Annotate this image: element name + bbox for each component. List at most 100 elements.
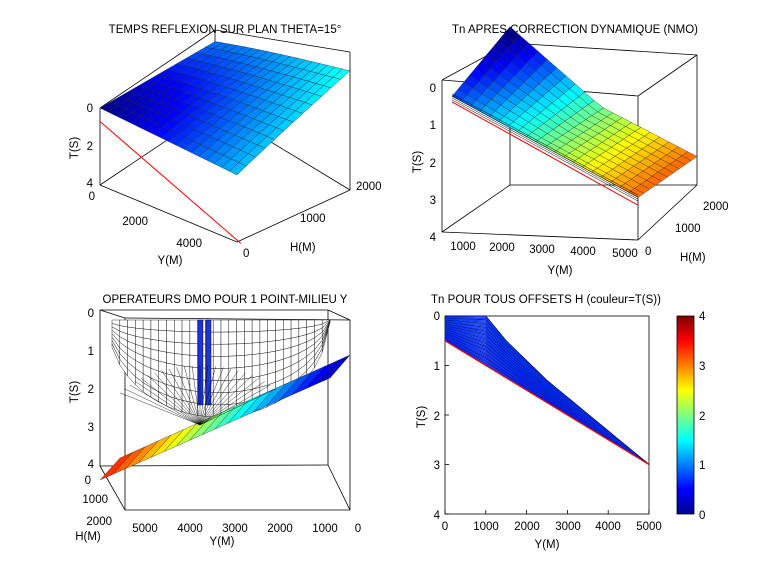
panel2-ztick-2: 2 bbox=[430, 158, 436, 170]
colorbar-tick-3: 3 bbox=[699, 361, 705, 373]
panel4-xtick-1: 1000 bbox=[473, 521, 499, 533]
panel2-ylabel: H(M) bbox=[680, 252, 706, 264]
dmo-mesh-patch bbox=[236, 366, 245, 380]
panel2-xlabel: Y(M) bbox=[548, 265, 573, 277]
dmo-mesh-patch bbox=[259, 330, 268, 343]
panel1-ztick-2: 4 bbox=[87, 178, 94, 190]
dmo-mesh-patch bbox=[189, 378, 198, 392]
dmo-spike bbox=[205, 319, 212, 406]
dmo-mesh-patch bbox=[127, 319, 136, 329]
colorbar-tick-2: 2 bbox=[699, 411, 705, 423]
dmo-mesh-patch bbox=[174, 342, 183, 355]
dmo-mesh-patch bbox=[213, 356, 222, 369]
dmo-mesh-patch bbox=[244, 319, 253, 332]
panel1-ylabel: H(M) bbox=[290, 242, 316, 254]
panel4-ytick-0: 0 bbox=[434, 311, 440, 323]
dmo-mesh-patch bbox=[267, 319, 276, 332]
panel2-ytick-1: 2000 bbox=[489, 242, 515, 254]
colorbar-tick-1: 1 bbox=[699, 460, 705, 472]
dmo-mesh-patch bbox=[174, 330, 183, 344]
dmo-mesh-patch bbox=[189, 354, 198, 368]
dmo-mesh-patch bbox=[158, 340, 167, 353]
panel3-ytick-3: 2000 bbox=[267, 523, 293, 535]
dmo-ray bbox=[154, 372, 201, 426]
panel4-xtick-2: 2000 bbox=[514, 521, 540, 533]
dmo-ray bbox=[135, 381, 201, 426]
panel3-xlabel: Y(M) bbox=[210, 536, 235, 548]
panel3-htick-0: 0 bbox=[85, 475, 91, 487]
dmo-mesh-patch bbox=[166, 330, 175, 343]
offset-curve bbox=[451, 97, 639, 200]
dmo-mesh-patch bbox=[213, 368, 222, 381]
dmo-mesh-patch bbox=[174, 353, 183, 367]
panel4-xtick-4: 4000 bbox=[595, 521, 621, 533]
dmo-mesh-patch bbox=[236, 343, 245, 357]
dmo-mesh-patch bbox=[158, 319, 167, 331]
panel2-ztick-0: 0 bbox=[430, 83, 436, 95]
panel4-xlabel: Y(M) bbox=[535, 539, 560, 551]
dmo-mesh-patch bbox=[135, 319, 144, 330]
dmo-ray bbox=[199, 381, 265, 426]
offset-curve bbox=[451, 95, 639, 198]
panel1-ytick-0: 0 bbox=[89, 191, 95, 203]
panel3-ztick-1: 1 bbox=[88, 346, 94, 358]
zero-offset-line bbox=[99, 121, 242, 244]
dmo-ray bbox=[176, 367, 201, 426]
surface-patch bbox=[317, 354, 351, 384]
dmo-mesh-patch bbox=[244, 331, 253, 344]
panel3-ztick-2: 2 bbox=[88, 384, 94, 396]
panel2-htick-0: 0 bbox=[645, 246, 651, 258]
dmo-mesh-patch bbox=[166, 319, 175, 332]
panel-reflection-time: TEMPS REFLEXION SUR PLAN THETA=15° 0 2 4… bbox=[69, 24, 382, 267]
dmo-ray bbox=[199, 366, 216, 426]
dmo-ray bbox=[129, 384, 201, 426]
dmo-mesh-patch bbox=[259, 352, 268, 366]
dmo-mesh-patch bbox=[244, 365, 253, 380]
dmo-mesh-patch bbox=[275, 319, 284, 331]
dmo-mesh-patch bbox=[166, 351, 175, 365]
dmo-mesh-patch bbox=[283, 319, 292, 331]
dmo-ray bbox=[199, 384, 271, 426]
panel1-zlabel: T(S) bbox=[69, 137, 81, 160]
dmo-ray bbox=[199, 370, 239, 426]
dmo-mesh-patch bbox=[213, 344, 222, 357]
dmo-mesh-patch bbox=[181, 319, 191, 332]
panel-nmo-all-offsets: Tn POUR TOUS OFFSETS H (couleur=T(S)) 0 … bbox=[416, 294, 706, 551]
dmo-mesh-patch bbox=[236, 355, 245, 369]
panel2-title: Tn APRES CORRECTION DYNAMIQUE (NMO) bbox=[452, 24, 698, 36]
dmo-mesh-patch bbox=[228, 343, 237, 357]
dmo-mesh-patch bbox=[228, 331, 237, 345]
panel3-axes-box bbox=[99, 309, 351, 511]
panel2-htick-2: 2000 bbox=[703, 201, 729, 213]
panel2-surface bbox=[451, 26, 698, 206]
dmo-mesh-patch bbox=[181, 354, 191, 368]
dmo-mesh-patch bbox=[290, 319, 300, 330]
dmo-mesh-patch bbox=[213, 380, 222, 393]
panel4-ytick-2: 2 bbox=[434, 411, 440, 423]
panel3-ytick-0: 5000 bbox=[132, 523, 158, 535]
dmo-mesh-patch bbox=[244, 342, 253, 356]
dmo-ray bbox=[184, 366, 201, 426]
dmo-ray bbox=[147, 375, 201, 426]
panel1-ztick-1: 2 bbox=[87, 141, 93, 153]
dmo-mesh-patch bbox=[189, 343, 198, 356]
dmo-ray bbox=[124, 388, 201, 426]
dmo-ray bbox=[199, 378, 259, 426]
panel1-axes-box bbox=[99, 29, 351, 243]
dmo-mesh-patch bbox=[259, 363, 268, 377]
dmo-mesh-patch bbox=[267, 340, 276, 353]
dmo-mesh-patch bbox=[189, 331, 198, 345]
offset-curve bbox=[451, 93, 639, 196]
dmo-mesh-patch bbox=[275, 329, 284, 341]
dmo-ray bbox=[191, 365, 201, 426]
panel4-xtick-0: 0 bbox=[442, 521, 448, 533]
dmo-ray bbox=[199, 388, 276, 426]
panel2-ztick-3: 3 bbox=[430, 195, 436, 207]
dmo-mesh-patch bbox=[150, 329, 159, 341]
panel4-curves bbox=[444, 315, 650, 466]
panel4-axis-labels: 0 1 2 3 4 T(S) 0 1000 2000 3000 4000 500… bbox=[416, 311, 662, 551]
panel3-ztick-4: 4 bbox=[88, 459, 95, 471]
panel3-htick-1: 1000 bbox=[82, 494, 108, 506]
colorbar-gradient bbox=[676, 315, 695, 515]
dmo-mesh-patch bbox=[228, 391, 237, 405]
